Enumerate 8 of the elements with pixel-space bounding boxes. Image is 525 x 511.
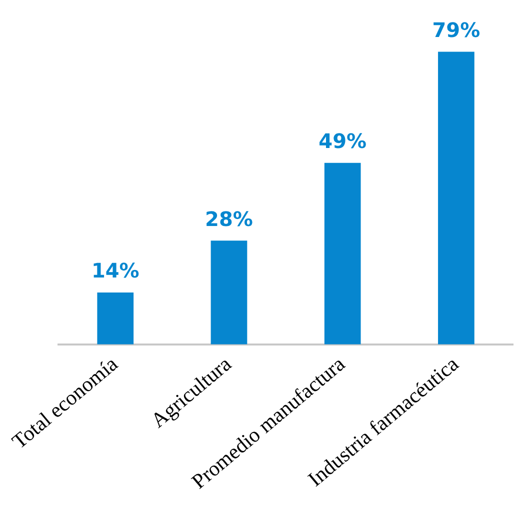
data-label: 28% bbox=[205, 206, 253, 231]
bar bbox=[210, 240, 248, 344]
data-label: 49% bbox=[318, 129, 367, 154]
data-label: 14% bbox=[91, 258, 140, 283]
bar bbox=[97, 292, 134, 344]
data-label: 79% bbox=[432, 18, 480, 42]
bar bbox=[324, 162, 361, 344]
bar bbox=[438, 52, 474, 344]
